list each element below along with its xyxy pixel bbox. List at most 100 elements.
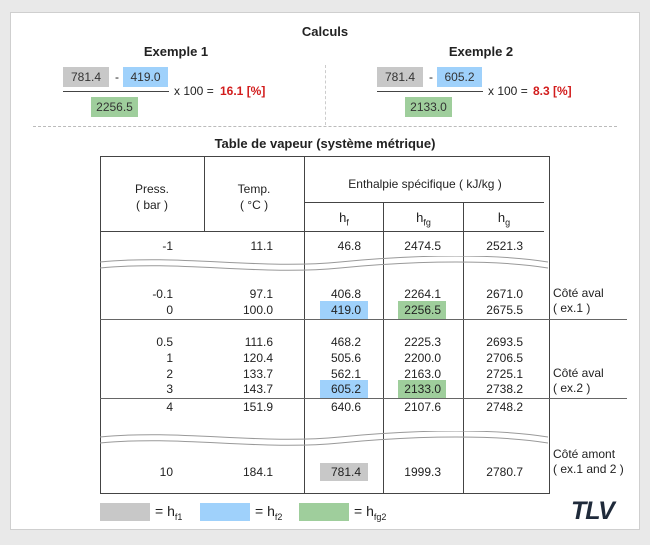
header-hg: hg bbox=[497, 210, 511, 228]
note-downstream-ex2: Côté aval ( ex.2 ) bbox=[553, 366, 604, 395]
cell-press: 0 bbox=[166, 303, 173, 317]
ex2-result: 8.3 [%] bbox=[533, 84, 572, 98]
cell-press: -0.1 bbox=[152, 287, 173, 301]
legend-swatch-hf2 bbox=[200, 503, 250, 521]
header-temp: Temp. bbox=[237, 182, 271, 196]
note-downstream-ex1: Côté aval ( ex.1 ) bbox=[553, 286, 604, 315]
highlight-hf2-ex1 bbox=[320, 301, 368, 319]
ex1-times: x 100 = bbox=[174, 84, 214, 98]
ex1-minus: - bbox=[115, 70, 119, 84]
cell-hf: 46.8 bbox=[337, 239, 361, 253]
table-title: Table de vapeur (système métrique) bbox=[214, 136, 436, 151]
cell-temp: 97.1 bbox=[249, 287, 273, 301]
cell-press: -1 bbox=[162, 239, 173, 253]
legend-label-hf1: = hf1 bbox=[155, 503, 183, 522]
cell-hg: 2706.5 bbox=[486, 351, 523, 365]
ex2-times: x 100 = bbox=[488, 84, 528, 98]
cell-hf: 419.0 bbox=[330, 303, 361, 317]
header-hf: hf bbox=[339, 210, 349, 228]
cell-hfg: 2256.5 bbox=[404, 303, 441, 317]
examples-divider bbox=[325, 65, 326, 125]
cell-hg: 2675.5 bbox=[486, 303, 523, 317]
cell-press: 3 bbox=[166, 382, 173, 396]
cell-hg: 2671.0 bbox=[486, 287, 523, 301]
cell-hg: 2738.2 bbox=[486, 382, 523, 396]
col-divider-4 bbox=[463, 202, 464, 493]
cell-hf: 605.2 bbox=[330, 382, 361, 396]
header-press-unit: ( bar ) bbox=[135, 198, 168, 212]
cell-hf: 505.6 bbox=[330, 351, 361, 365]
row-separator-2 bbox=[100, 398, 627, 399]
cell-press: 2 bbox=[166, 367, 173, 381]
legend-label-hfg2: = hfg2 bbox=[354, 503, 387, 522]
note-upstream: Côté amont ( ex.1 and 2 ) bbox=[553, 447, 624, 476]
ex1-result: 16.1 [%] bbox=[220, 84, 266, 98]
cell-hfg: 2474.5 bbox=[404, 239, 441, 253]
legend-swatch-hfg2 bbox=[299, 503, 349, 521]
legend-swatch-hf1 bbox=[100, 503, 150, 521]
cell-hf: 468.2 bbox=[330, 335, 361, 349]
cell-hfg: 1999.3 bbox=[404, 465, 441, 479]
header-enthalpy: Enthalpie spécifique ( kJ/kg ) bbox=[348, 177, 502, 191]
tlv-logo: TLV. bbox=[571, 497, 616, 525]
ex1-hf1-box: 781.4 bbox=[63, 67, 109, 87]
table-break-upper bbox=[100, 256, 548, 271]
page-title: Calculs bbox=[301, 24, 349, 39]
ex1-fraction-bar bbox=[63, 91, 169, 92]
cell-hg: 2780.7 bbox=[486, 465, 523, 479]
cell-hfg: 2133.0 bbox=[404, 382, 441, 396]
main-panel: Calculs Exemple 1 781.4 - 419.0 2256.5 x… bbox=[10, 12, 640, 530]
cell-temp: 151.9 bbox=[242, 400, 273, 414]
header-hfg: hfg bbox=[416, 210, 431, 228]
example2-label: Exemple 2 bbox=[448, 44, 514, 59]
ex2-hf2-box: 605.2 bbox=[437, 67, 482, 87]
cell-hf: 640.6 bbox=[330, 400, 361, 414]
steam-table bbox=[100, 156, 550, 494]
cell-temp: 120.4 bbox=[242, 351, 273, 365]
table-break-lower bbox=[100, 431, 548, 446]
cell-temp: 11.1 bbox=[250, 239, 273, 253]
cell-hg: 2693.5 bbox=[486, 335, 523, 349]
legend-label-hf2: = hf2 bbox=[255, 503, 283, 522]
cell-temp: 133.7 bbox=[242, 367, 273, 381]
cell-press: 4 bbox=[166, 400, 173, 414]
highlight-hfg2-ex2 bbox=[398, 380, 446, 398]
example1-label: Exemple 1 bbox=[143, 44, 209, 59]
ex1-hf2-box: 419.0 bbox=[123, 67, 168, 87]
highlight-hf2-ex2 bbox=[320, 380, 368, 398]
header-temp-unit: ( °C ) bbox=[239, 198, 269, 212]
cell-hfg: 2264.1 bbox=[404, 287, 441, 301]
ex2-minus: - bbox=[429, 70, 433, 84]
cell-temp: 111.6 bbox=[244, 335, 273, 349]
col-divider-1 bbox=[204, 157, 205, 231]
cell-hg: 2725.1 bbox=[486, 367, 523, 381]
cell-hg: 2748.2 bbox=[486, 400, 523, 414]
header-press: Press. bbox=[134, 182, 169, 196]
cell-press: 10 bbox=[159, 465, 173, 479]
cell-temp: 143.7 bbox=[242, 382, 273, 396]
cell-temp: 100.0 bbox=[242, 303, 273, 317]
cell-hfg: 2225.3 bbox=[404, 335, 441, 349]
header-bottom-line bbox=[100, 231, 544, 232]
highlight-hf1 bbox=[320, 463, 368, 481]
col-divider-2 bbox=[304, 157, 305, 493]
ex2-hfg2-box: 2133.0 bbox=[405, 97, 452, 117]
cell-hfg: 2107.6 bbox=[404, 400, 441, 414]
ex1-hfg2-box: 2256.5 bbox=[91, 97, 138, 117]
cell-hg: 2521.3 bbox=[486, 239, 523, 253]
highlight-hfg2-ex1 bbox=[398, 301, 446, 319]
enthalpy-subheader-line bbox=[304, 202, 544, 203]
cell-temp: 184.1 bbox=[242, 465, 273, 479]
section-divider bbox=[33, 126, 617, 127]
cell-press: 0.5 bbox=[156, 335, 173, 349]
col-divider-3 bbox=[383, 202, 384, 493]
cell-hfg: 2163.0 bbox=[404, 367, 441, 381]
cell-press: 1 bbox=[166, 351, 173, 365]
cell-hf: 781.4 bbox=[330, 465, 361, 479]
cell-hf: 406.8 bbox=[330, 287, 361, 301]
ex2-hf1-box: 781.4 bbox=[377, 67, 423, 87]
cell-hf: 562.1 bbox=[330, 367, 361, 381]
ex2-fraction-bar bbox=[377, 91, 483, 92]
cell-hfg: 2200.0 bbox=[404, 351, 441, 365]
row-separator-1 bbox=[100, 319, 627, 320]
